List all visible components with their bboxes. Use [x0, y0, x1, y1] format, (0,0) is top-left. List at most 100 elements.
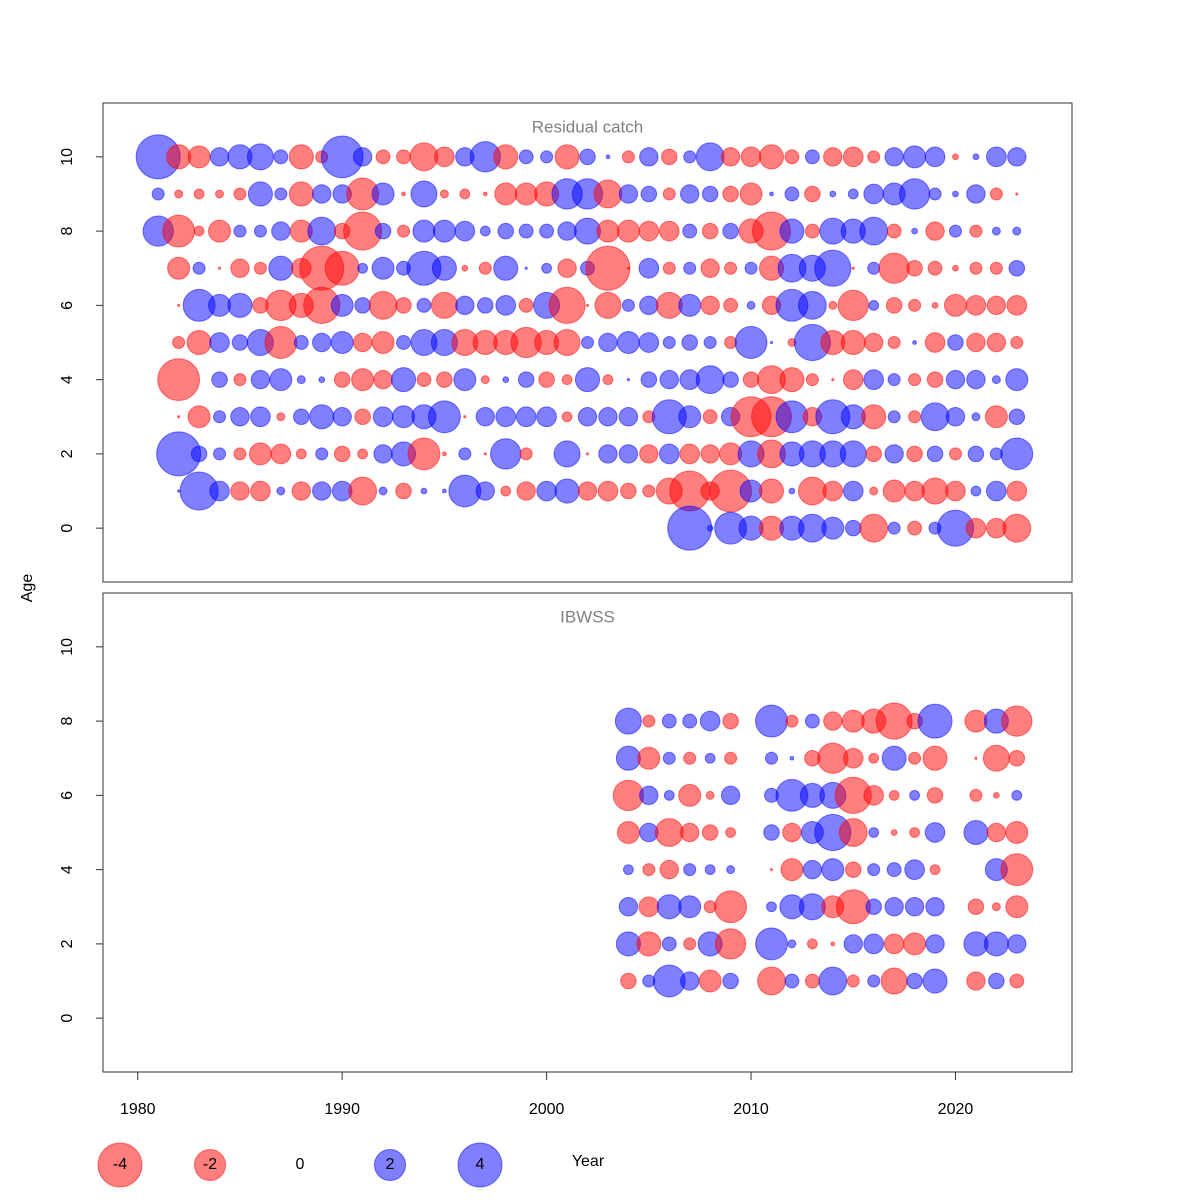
bubble — [396, 149, 411, 165]
bubble — [662, 335, 676, 350]
bubble — [500, 485, 512, 497]
bubble — [837, 289, 869, 322]
bubble — [598, 444, 618, 464]
bubble — [430, 291, 458, 319]
bubble — [969, 788, 983, 802]
bubble — [374, 222, 392, 240]
bubble — [758, 478, 785, 504]
bubble — [680, 822, 700, 843]
bubble — [233, 224, 247, 238]
bubble — [352, 147, 373, 167]
bubble — [678, 293, 702, 317]
bubble — [332, 407, 352, 427]
bubble — [966, 184, 986, 204]
bubble — [921, 477, 949, 505]
bubble — [518, 149, 534, 165]
bubble — [1008, 749, 1026, 767]
bubble — [434, 146, 455, 168]
bubble — [680, 184, 700, 204]
y-tick-label: 6 — [59, 791, 76, 800]
bubble — [769, 868, 774, 872]
bubble — [371, 331, 395, 354]
bubble — [357, 262, 369, 274]
bubble — [1006, 295, 1028, 316]
bubble — [312, 184, 332, 204]
bubble — [835, 889, 871, 925]
bubble — [482, 191, 488, 197]
bubble — [276, 486, 286, 496]
bubble — [654, 818, 684, 847]
bubble — [991, 902, 1001, 912]
bubble — [720, 785, 741, 806]
bubble — [882, 479, 906, 503]
bubble — [177, 415, 181, 419]
bubble — [695, 142, 725, 172]
bubble — [890, 829, 898, 836]
bubble — [268, 255, 294, 281]
y-tick-label: 8 — [59, 717, 76, 726]
bubble — [371, 256, 395, 280]
bubble — [844, 861, 862, 878]
bubble — [945, 480, 966, 502]
bubble — [804, 223, 820, 239]
bubble — [395, 482, 412, 500]
bubble — [296, 375, 306, 385]
bubble — [988, 972, 1005, 990]
bubble — [638, 257, 660, 279]
bubble — [863, 369, 885, 390]
bubble — [614, 707, 642, 735]
bubble — [1007, 934, 1027, 954]
bubble — [432, 219, 456, 243]
bubble — [392, 405, 416, 429]
bubble — [922, 968, 948, 994]
bubble — [769, 340, 774, 345]
bubble — [724, 261, 738, 275]
bubble — [318, 376, 326, 384]
bubble — [924, 822, 946, 843]
y-tick-label: 0 — [59, 524, 76, 533]
bubble — [662, 751, 676, 765]
bubble — [867, 261, 881, 275]
bubble — [642, 863, 656, 877]
panel-frame — [102, 102, 1073, 583]
bubble — [927, 260, 943, 276]
bubble — [797, 290, 827, 320]
bubble — [784, 186, 800, 202]
bubble — [333, 371, 351, 388]
bubble — [861, 404, 887, 430]
bubble — [925, 221, 945, 241]
bubble — [157, 358, 201, 402]
bubble — [931, 301, 939, 309]
bubble — [455, 295, 475, 316]
bubble — [270, 443, 292, 465]
bubble — [838, 818, 868, 847]
bubble — [681, 334, 698, 351]
bubble — [868, 752, 880, 764]
bubble — [925, 934, 945, 954]
bubble — [904, 859, 925, 880]
y-tick-label: 10 — [59, 148, 76, 166]
bubble — [463, 415, 467, 419]
bubble — [585, 245, 631, 291]
bubble — [596, 219, 620, 243]
bubble — [926, 445, 944, 463]
bubble — [662, 187, 676, 201]
bubble — [805, 373, 819, 387]
bubble — [330, 331, 354, 354]
bubble — [986, 146, 1007, 168]
bubble — [193, 188, 205, 200]
bubble — [797, 476, 827, 506]
bubble — [577, 481, 598, 501]
bubble — [966, 332, 986, 353]
bubble — [714, 890, 748, 924]
bubble — [661, 713, 677, 729]
bubble — [780, 858, 804, 882]
bubble — [495, 406, 517, 428]
bubble — [886, 223, 902, 239]
bubble — [233, 187, 247, 201]
bubble — [309, 404, 335, 430]
bubble — [253, 224, 267, 238]
bubble — [1009, 973, 1025, 989]
bubble — [704, 864, 716, 876]
bubble — [804, 973, 820, 989]
